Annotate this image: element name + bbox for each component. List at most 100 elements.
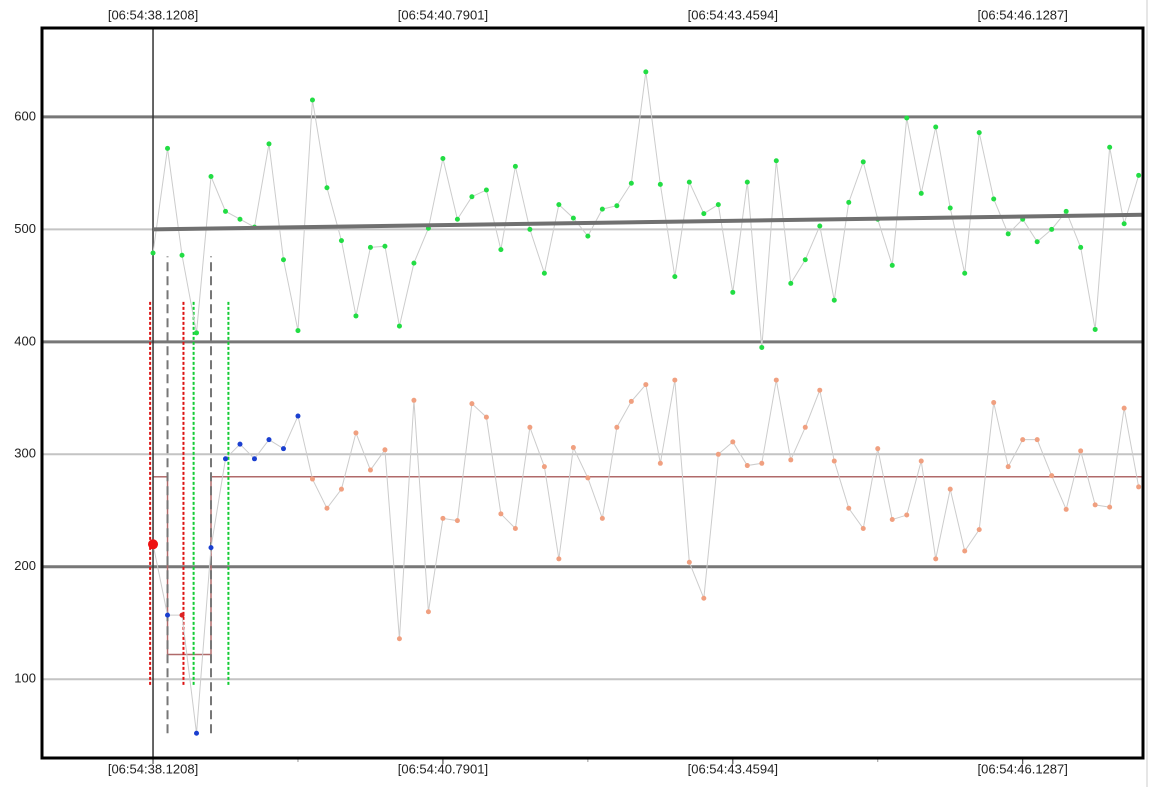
data-point	[933, 556, 939, 562]
data-point	[715, 451, 721, 457]
data-point	[628, 180, 634, 186]
data-point	[353, 430, 359, 436]
data-point	[483, 414, 489, 420]
data-point	[280, 446, 286, 452]
data-point	[1121, 405, 1127, 411]
data-point	[266, 141, 272, 147]
data-point	[148, 539, 159, 550]
data-point	[643, 69, 649, 75]
series-line	[152, 71, 1140, 348]
data-point	[686, 559, 692, 565]
data-point	[382, 243, 388, 249]
data-point	[730, 289, 736, 295]
plot-frame	[40, 26, 1145, 760]
data-point	[715, 202, 721, 208]
data-point	[469, 401, 475, 407]
data-point	[309, 97, 315, 103]
data-point	[947, 205, 953, 211]
data-point	[1092, 326, 1098, 332]
data-point	[165, 145, 171, 151]
data-point	[338, 238, 344, 244]
data-point	[367, 244, 373, 250]
data-point	[1121, 221, 1127, 227]
data-point	[179, 612, 185, 618]
data-point	[541, 464, 547, 470]
data-point	[730, 439, 736, 445]
data-point	[396, 636, 402, 642]
data-point	[1078, 448, 1084, 454]
data-point	[353, 313, 359, 319]
data-point	[1136, 484, 1142, 490]
data-point	[324, 185, 330, 191]
data-point	[759, 460, 765, 466]
data-point	[1005, 231, 1011, 237]
data-point	[237, 216, 243, 222]
data-point	[440, 155, 446, 161]
data-point	[817, 223, 823, 229]
data-point	[570, 215, 576, 221]
data-point	[889, 517, 895, 523]
data-point	[266, 437, 272, 443]
data-point	[208, 173, 214, 179]
data-point	[773, 158, 779, 164]
data-point	[817, 387, 823, 393]
x-tick-label: [06:54:46.1287]	[978, 7, 1068, 22]
data-point	[628, 398, 634, 404]
y-tick-label: 500	[14, 221, 36, 236]
data-point	[976, 527, 982, 533]
data-point	[643, 382, 649, 388]
data-point	[165, 612, 171, 618]
data-point	[1136, 172, 1142, 178]
data-point	[1020, 437, 1026, 443]
data-point	[512, 163, 518, 169]
data-point	[962, 270, 968, 276]
data-point	[425, 609, 431, 615]
data-point	[802, 257, 808, 263]
data-point	[541, 270, 547, 276]
data-point	[759, 344, 765, 350]
data-point	[788, 280, 794, 286]
y-tick-label: 100	[14, 671, 36, 686]
data-point	[846, 505, 852, 511]
data-point	[1063, 506, 1069, 512]
data-point	[295, 328, 301, 334]
y-tick-label: 600	[14, 108, 36, 123]
data-point	[469, 194, 475, 200]
data-point	[657, 460, 663, 466]
data-point	[179, 252, 185, 258]
data-point	[585, 233, 591, 239]
data-point	[599, 515, 605, 521]
data-point	[788, 457, 794, 463]
data-point	[904, 115, 910, 121]
series-line	[152, 379, 1140, 734]
data-point	[701, 211, 707, 217]
data-point	[672, 377, 678, 383]
data-point	[860, 526, 866, 532]
data-point	[962, 548, 968, 554]
y-tick-label: 200	[14, 558, 36, 573]
data-point	[570, 445, 576, 451]
data-point	[1107, 504, 1113, 510]
data-point	[933, 124, 939, 130]
data-point	[237, 441, 243, 447]
data-point	[411, 260, 417, 266]
x-tick-label: [06:54:38.1208]	[108, 761, 198, 776]
data-point	[599, 206, 605, 212]
data-point	[918, 458, 924, 464]
data-point	[454, 216, 460, 222]
data-point	[440, 515, 446, 521]
data-point	[338, 486, 344, 492]
data-point	[309, 476, 315, 482]
data-point	[367, 467, 373, 473]
y-tick-label: 300	[14, 446, 36, 461]
data-point	[1078, 244, 1084, 250]
x-tick-label: [06:54:43.4594]	[688, 761, 778, 776]
data-point	[280, 257, 286, 263]
data-point	[527, 424, 533, 430]
data-point	[846, 199, 852, 205]
data-point	[1107, 144, 1113, 150]
data-point	[773, 377, 779, 383]
data-point	[614, 424, 620, 430]
data-point	[411, 397, 417, 403]
x-tick-label: [06:54:40.7901]	[398, 7, 488, 22]
